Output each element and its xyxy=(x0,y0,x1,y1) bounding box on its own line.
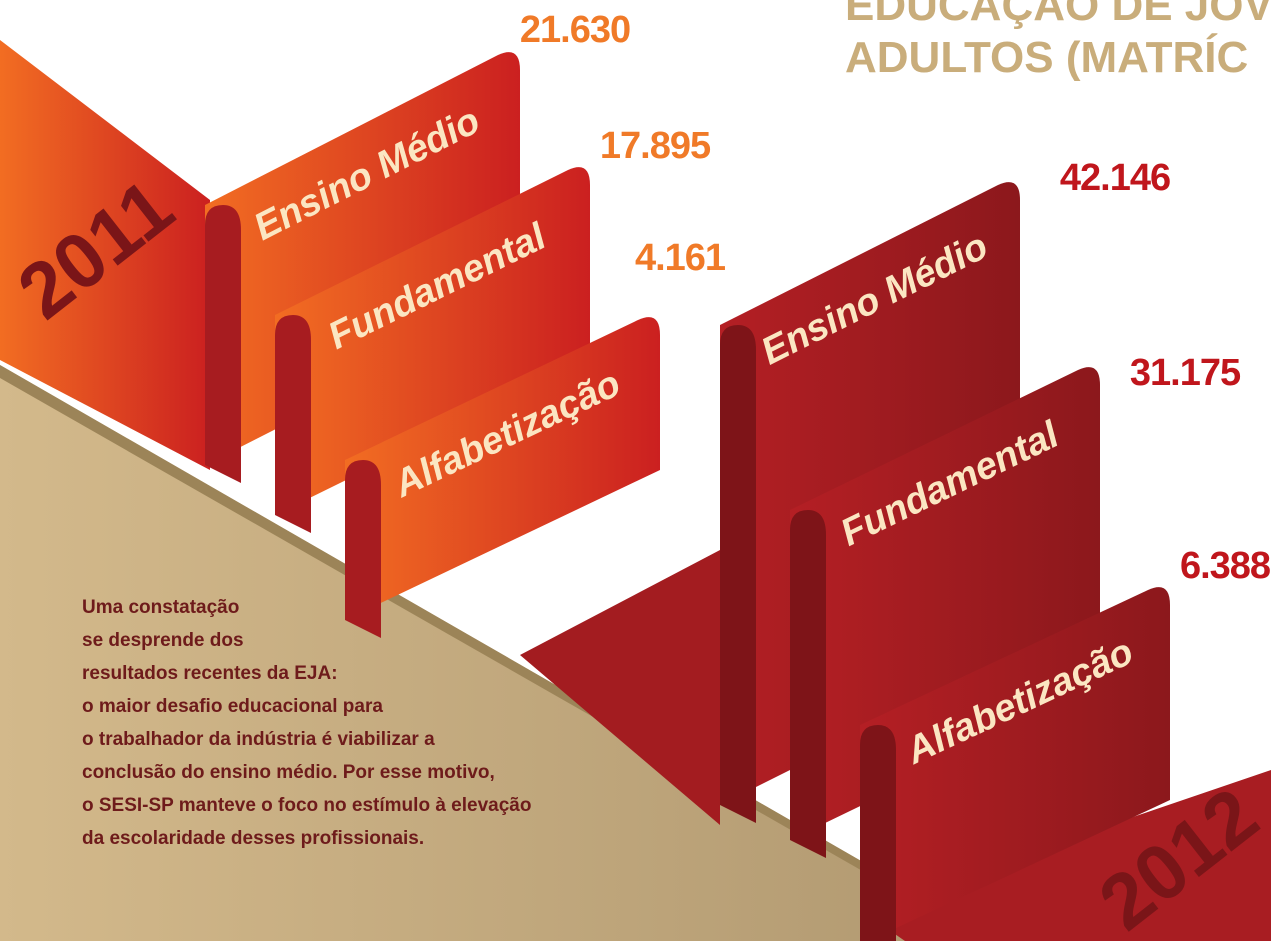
paragraph-line: resultados recentes da EJA: xyxy=(82,663,338,684)
step-lip xyxy=(720,325,756,823)
paragraph-line: o SESI-SP manteve o foco no estímulo à e… xyxy=(82,795,531,816)
paragraph-line: da escolaridade desses profissionais. xyxy=(82,828,424,849)
title-line: ADULTOS (MATRÍC xyxy=(845,32,1248,82)
paragraph-line: o trabalhador da indústria é viabilizar … xyxy=(82,729,435,750)
level-value: 21.630 xyxy=(520,9,630,51)
level-value: 31.175 xyxy=(1130,352,1241,394)
step-lip xyxy=(345,460,381,638)
level-value: 6.388 xyxy=(1180,545,1270,587)
paragraph-line: o maior desafio educacional para xyxy=(82,696,383,717)
step-lip xyxy=(860,725,896,941)
step-face xyxy=(860,587,1170,941)
stair-floor xyxy=(520,550,720,825)
paragraph-line: se desprende dos xyxy=(82,630,244,651)
step-face xyxy=(275,167,590,515)
paragraph-line: Uma constatação xyxy=(82,597,239,618)
step-face xyxy=(345,317,660,620)
step-lip xyxy=(205,205,241,483)
level-value: 4.161 xyxy=(635,237,726,279)
level-value: 42.146 xyxy=(1060,157,1170,199)
level-value: 17.895 xyxy=(600,125,711,167)
stair-2012-floor xyxy=(860,770,1271,941)
step-lip xyxy=(275,315,311,533)
stair-2011-front xyxy=(0,40,210,470)
step-lip xyxy=(790,510,826,858)
title-line: EDUCAÇÃO DE JOV xyxy=(845,0,1271,30)
paragraph-line: conclusão do ensino médio. Por esse moti… xyxy=(82,762,495,783)
